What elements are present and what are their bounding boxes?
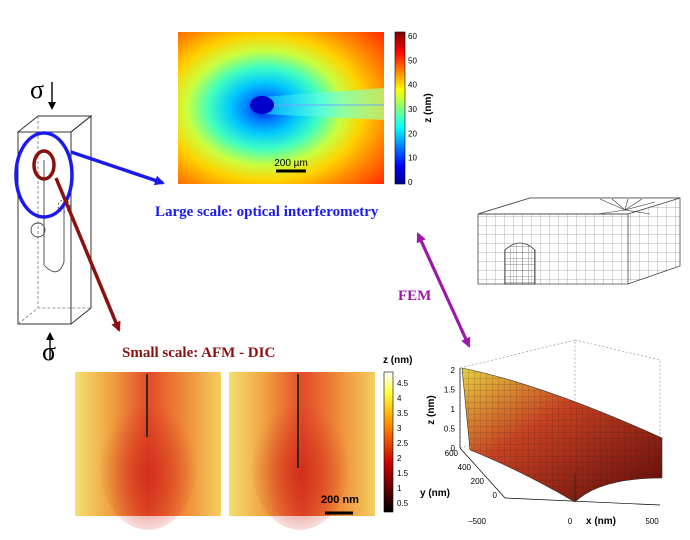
surface-z-tick: 0 — [451, 444, 456, 453]
surface-y-label: y (nm) — [420, 488, 450, 499]
large-scale-label: Large scale: optical interferometry — [155, 204, 379, 220]
afm-panel-left — [75, 372, 221, 530]
specimen-notch — [43, 160, 65, 273]
fem-mesh — [477, 197, 681, 285]
afm-scale-label: 200 nm — [321, 494, 359, 506]
optical-colorbar-tick: 50 — [408, 56, 417, 65]
afm-hotspot-right — [250, 390, 350, 530]
specimen-drawing: σ σ — [14, 75, 93, 366]
specimen-hidden-edge — [17, 307, 91, 325]
optical-colorbar-tick: 60 — [408, 32, 417, 41]
optical-scale-label: 200 µm — [274, 158, 308, 169]
afm-colorbar-tick: 1 — [397, 484, 402, 493]
afm-colorbar-tick: 4.5 — [397, 379, 409, 388]
optical-colorbar-label: z (nm) — [423, 93, 434, 122]
specimen-hole-lower — [30, 222, 46, 238]
fem-mesh-edge — [478, 213, 629, 284]
optical-colorbar-tick: 30 — [408, 105, 417, 114]
surface-mesh-grid — [462, 368, 662, 502]
fem-label: FEM — [398, 288, 431, 304]
surface-z-tick: 1.5 — [444, 386, 456, 395]
afm-colorbar-tick: 0.5 — [397, 499, 409, 508]
afm-hotspot-left — [98, 390, 198, 530]
afm-colorbar-tick: 2 — [397, 454, 402, 463]
surface-x-tick: −500 — [468, 517, 487, 526]
optical-colorbar-ticks: 60 50 40 30 20 10 0 — [408, 32, 417, 187]
surface-y-tick: 600 — [445, 449, 459, 458]
small-scale-label: Small scale: AFM - DIC — [122, 345, 275, 361]
arrow-to-optical — [70, 150, 165, 186]
optical-colorbar-tick: 40 — [408, 81, 417, 90]
arrow-to-afm — [54, 177, 121, 332]
afm-panel-right: 200 nm — [229, 372, 375, 530]
surface-x-ticks: −500 0 500 — [468, 517, 659, 526]
optical-crack-wake — [262, 88, 384, 120]
afm-colorbar-ticks: 4.5 4 3.5 3 2.5 2 1.5 1 0.5 — [397, 379, 409, 508]
surface-z-tick: 1 — [451, 405, 456, 414]
surface-x-tick: 500 — [645, 517, 659, 526]
specimen-side-face — [70, 114, 92, 325]
surface-x-axis — [504, 497, 661, 506]
afm-colorbar-group: 4.5 4 3.5 3 2.5 2 1.5 1 0.5 z (nm) — [383, 355, 412, 513]
optical-map: 200 µm 60 50 40 30 20 10 0 z (nm) — [178, 31, 434, 187]
surface-y-ticks: 600 400 200 0 — [445, 449, 498, 500]
optical-colorbar-tick: 0 — [408, 178, 413, 187]
fem-arrow-down — [416, 233, 471, 348]
afm-colorbar-tick: 3 — [397, 424, 402, 433]
surface-x-label: x (nm) — [586, 516, 616, 527]
optical-colorbar-tick: 10 — [408, 154, 417, 163]
surface-plot: 2 1.5 1 0.5 0 600 400 200 0 −500 0 500 z (nm) y (… — [420, 339, 663, 527]
surface-z-tick: 0.5 — [444, 425, 456, 434]
afm-colorbar — [383, 371, 394, 513]
surface-y-axis — [459, 447, 506, 499]
specimen-hole-back — [57, 199, 71, 213]
afm-colorbar-tick: 3.5 — [397, 409, 409, 418]
afm-colorbar-label: z (nm) — [383, 355, 412, 366]
optical-colorbar-tick: 20 — [408, 129, 417, 138]
optical-colorbar — [394, 31, 406, 185]
afm-colorbar-tick: 1.5 — [397, 469, 409, 478]
fem-mesh-notch — [504, 242, 536, 285]
surface-y-tick: 400 — [458, 463, 472, 472]
large-scale-region-ellipse — [14, 131, 74, 219]
afm-colorbar-tick: 2.5 — [397, 439, 409, 448]
specimen-top-face — [16, 115, 93, 133]
surface-y-tick: 200 — [471, 477, 485, 486]
fem-mesh-radial — [597, 198, 656, 215]
surface-z-tick: 2 — [451, 366, 456, 375]
sigma-top-label: σ — [30, 75, 44, 104]
surface-y-tick: 0 — [493, 491, 498, 500]
sigma-bottom-label: σ — [42, 337, 56, 366]
optical-crack-tip — [250, 96, 274, 114]
surface-z-label: z (nm) — [426, 395, 437, 424]
surface-z-ticks: 2 1.5 1 0.5 0 — [444, 366, 456, 453]
small-scale-region-ellipse — [32, 149, 56, 181]
surface-x-tick: 0 — [568, 517, 573, 526]
afm-colorbar-tick: 4 — [397, 394, 402, 403]
